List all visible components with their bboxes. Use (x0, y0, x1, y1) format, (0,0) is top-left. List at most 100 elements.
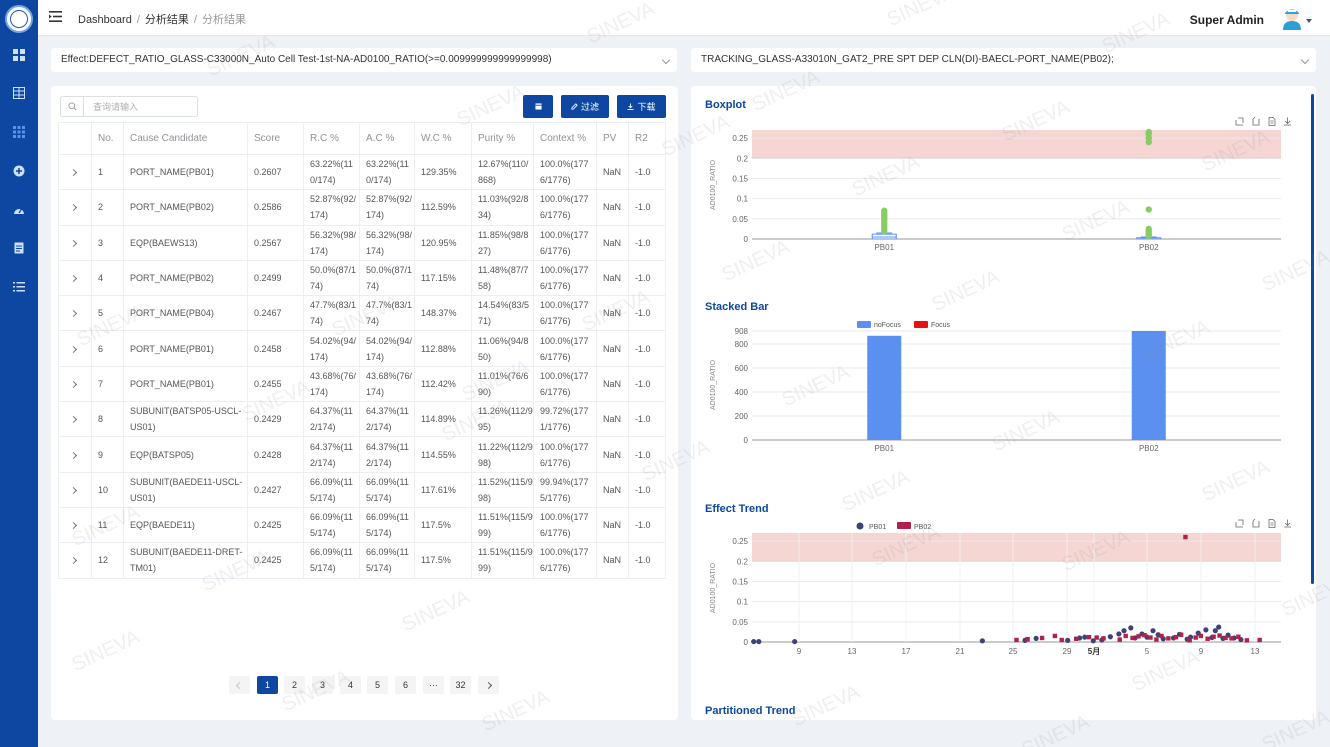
trend-point-pb02 (1244, 638, 1250, 643)
sidebar-item-document[interactable] (12, 241, 26, 255)
columns-button[interactable] (523, 95, 553, 118)
x-tick-label: 29 (1063, 647, 1072, 656)
top-bar: Dashboard / 分析结果 / 分析结果 Super Admin (38, 0, 1330, 36)
download-icon (627, 103, 635, 110)
trend-point-pb01 (1082, 634, 1088, 640)
page-button[interactable]: 5 (367, 676, 388, 694)
prev-page-button[interactable] (229, 676, 250, 694)
y-tick-label: 200 (735, 412, 749, 421)
table-row[interactable]: 4 PORT_NAME(PB02) 0.2499 50.0%(87/174) 50.0%… (58, 259, 666, 297)
table-row[interactable]: 8 SUBUNIT(BATSP05-USCL-US01) 0.2429 64.37%(… (58, 401, 666, 438)
y-tick-label: 0.25 (732, 537, 748, 546)
trend-point-pb02 (1217, 633, 1222, 638)
table-row[interactable]: 1 PORT_NAME(PB01) 0.2607 63.22%(110/174) 63.… (58, 153, 666, 191)
cell-no: 1 (91, 153, 124, 191)
x-tick-label: 17 (902, 647, 911, 656)
table-row[interactable]: 11 EQP(BAEDE11) 0.2425 66.09%(115/174) 66.09… (58, 506, 666, 544)
page-button[interactable]: 4 (340, 676, 361, 694)
breadcrumb-home[interactable]: Dashboard (78, 14, 132, 26)
cell-rc: 64.37%(112/174) (303, 401, 360, 438)
table-row[interactable]: 10 SUBUNIT(BAEDE11-USCL-US01) 0.2427 66.09%… (58, 471, 666, 508)
download-button[interactable]: 下载 (617, 95, 666, 118)
trend-point-pb01 (1121, 628, 1127, 634)
sidebar-item-analysis[interactable] (12, 125, 26, 139)
download-button-label: 下载 (637, 102, 656, 112)
sidebar-item-dashboard[interactable] (12, 48, 26, 62)
document-icon (14, 242, 24, 254)
icon-path (1268, 117, 1276, 126)
table-row[interactable]: 12 SUBUNIT(BAEDE11-DRET-TM01) 0.2425 66.09%… (58, 542, 666, 579)
y-tick-label: 0 (744, 436, 749, 445)
expand-cell[interactable] (58, 224, 92, 261)
table-row[interactable]: 9 EQP(BATSP05) 0.2428 64.37%(112/174) 64.37%… (58, 436, 666, 473)
save-icon[interactable] (1284, 519, 1291, 528)
sidebar-item-list[interactable] (12, 280, 26, 294)
cell-cause: PORT_NAME(PB04) (123, 295, 248, 332)
reset-icon[interactable] (1252, 116, 1260, 126)
table-row[interactable]: 6 PORT_NAME(PB01) 0.2458 54.02%(94/174) 54.0… (58, 330, 666, 367)
page-button[interactable]: 1 (257, 676, 278, 694)
cell-wc: 120.95% (414, 224, 472, 261)
x-tick-label: PB02 (1139, 444, 1159, 453)
header-purity[interactable]: Purity % (471, 122, 534, 155)
expand-cell[interactable] (58, 153, 92, 191)
filter-button[interactable]: 过滤 (561, 95, 609, 118)
menu-toggle-icon[interactable] (49, 11, 62, 22)
icon-path (1284, 117, 1291, 126)
y-axis-label: AD0100_RATIO (710, 359, 717, 410)
legend-swatch-nofocus (857, 321, 871, 328)
header-r2[interactable]: R2 (628, 122, 666, 155)
cell-rc: 50.0%(87/174) (303, 259, 360, 297)
data-view-icon[interactable] (1268, 117, 1276, 126)
cell-purity: 11.03%(92/834) (471, 189, 534, 226)
sidebar-item-gauge[interactable] (12, 203, 26, 217)
cell-ac: 66.09%(115/174) (359, 471, 415, 508)
page-button[interactable]: 3 (312, 676, 333, 694)
x-tick-label: 25 (1009, 647, 1018, 656)
user-dropdown-caret-icon[interactable] (1306, 19, 1312, 23)
trend-point-pb02 (1094, 635, 1099, 640)
expand-cell[interactable] (58, 401, 92, 438)
tracking-select-value: TRACKING_GLASS-A33010N_GAT2_PRE SPT DEP … (701, 54, 1114, 65)
trend-point-pb02 (1187, 638, 1192, 643)
data-view-icon[interactable] (1268, 519, 1276, 528)
tracking-select[interactable]: TRACKING_GLASS-A33010N_GAT2_PRE SPT DEP … (691, 48, 1316, 72)
save-icon[interactable] (1284, 117, 1291, 126)
trend-point-pb01 (751, 638, 757, 645)
expand-cell[interactable] (58, 506, 92, 544)
avatar-icon[interactable] (1280, 6, 1304, 30)
page-button[interactable]: 6 (395, 676, 416, 694)
next-page-button[interactable] (478, 676, 499, 694)
x-tick-label: 9 (797, 647, 802, 656)
header-context[interactable]: Context % (533, 122, 597, 155)
table-row[interactable]: 3 EQP(BAEWS13) 0.2567 56.32%(98/174) 56.32%(… (58, 224, 666, 261)
sidebar-item-table[interactable] (12, 86, 26, 100)
y-tick-label: 0.1 (737, 598, 749, 607)
filter-button-label: 过滤 (580, 102, 599, 112)
expand-cell[interactable] (58, 295, 92, 332)
effect-select[interactable]: Effect:DEFECT_RATIO_GLASS-C33000N_Auto C… (51, 48, 677, 72)
zoom-icon[interactable] (1235, 519, 1244, 528)
zoom-icon[interactable] (1235, 117, 1244, 126)
search-input[interactable] (85, 97, 197, 116)
page-button[interactable]: 2 (284, 676, 305, 694)
y-tick-label: 908 (735, 327, 749, 336)
y-tick-label: 0.15 (732, 577, 748, 586)
sidebar-item-add[interactable] (12, 164, 26, 178)
more-pages-button[interactable]: ··· (423, 676, 444, 694)
cell-wc: 112.42% (414, 365, 472, 403)
icon-path (1252, 116, 1260, 126)
reset-icon[interactable] (1252, 518, 1260, 528)
breadcrumb-mid[interactable]: 分析结果 (144, 14, 189, 26)
spec-band (752, 533, 1281, 562)
trend-point-pb02 (1193, 635, 1198, 640)
scrollbar[interactable] (1311, 94, 1314, 584)
header-rc[interactable]: R.C % (303, 122, 360, 155)
results-panel: 过滤 下载 No. Cause Candidate Score R.C % A.… (51, 86, 678, 720)
expand-cell[interactable] (58, 542, 92, 579)
trend-point-pb01 (1150, 628, 1156, 634)
user-name[interactable]: Super Admin (1189, 13, 1264, 27)
page-button[interactable]: 32 (450, 676, 471, 694)
table-row[interactable]: 5 PORT_NAME(PB04) 0.2467 47.7%(83/174) 47.7%… (58, 295, 666, 332)
trend-point-pb01 (756, 638, 762, 645)
